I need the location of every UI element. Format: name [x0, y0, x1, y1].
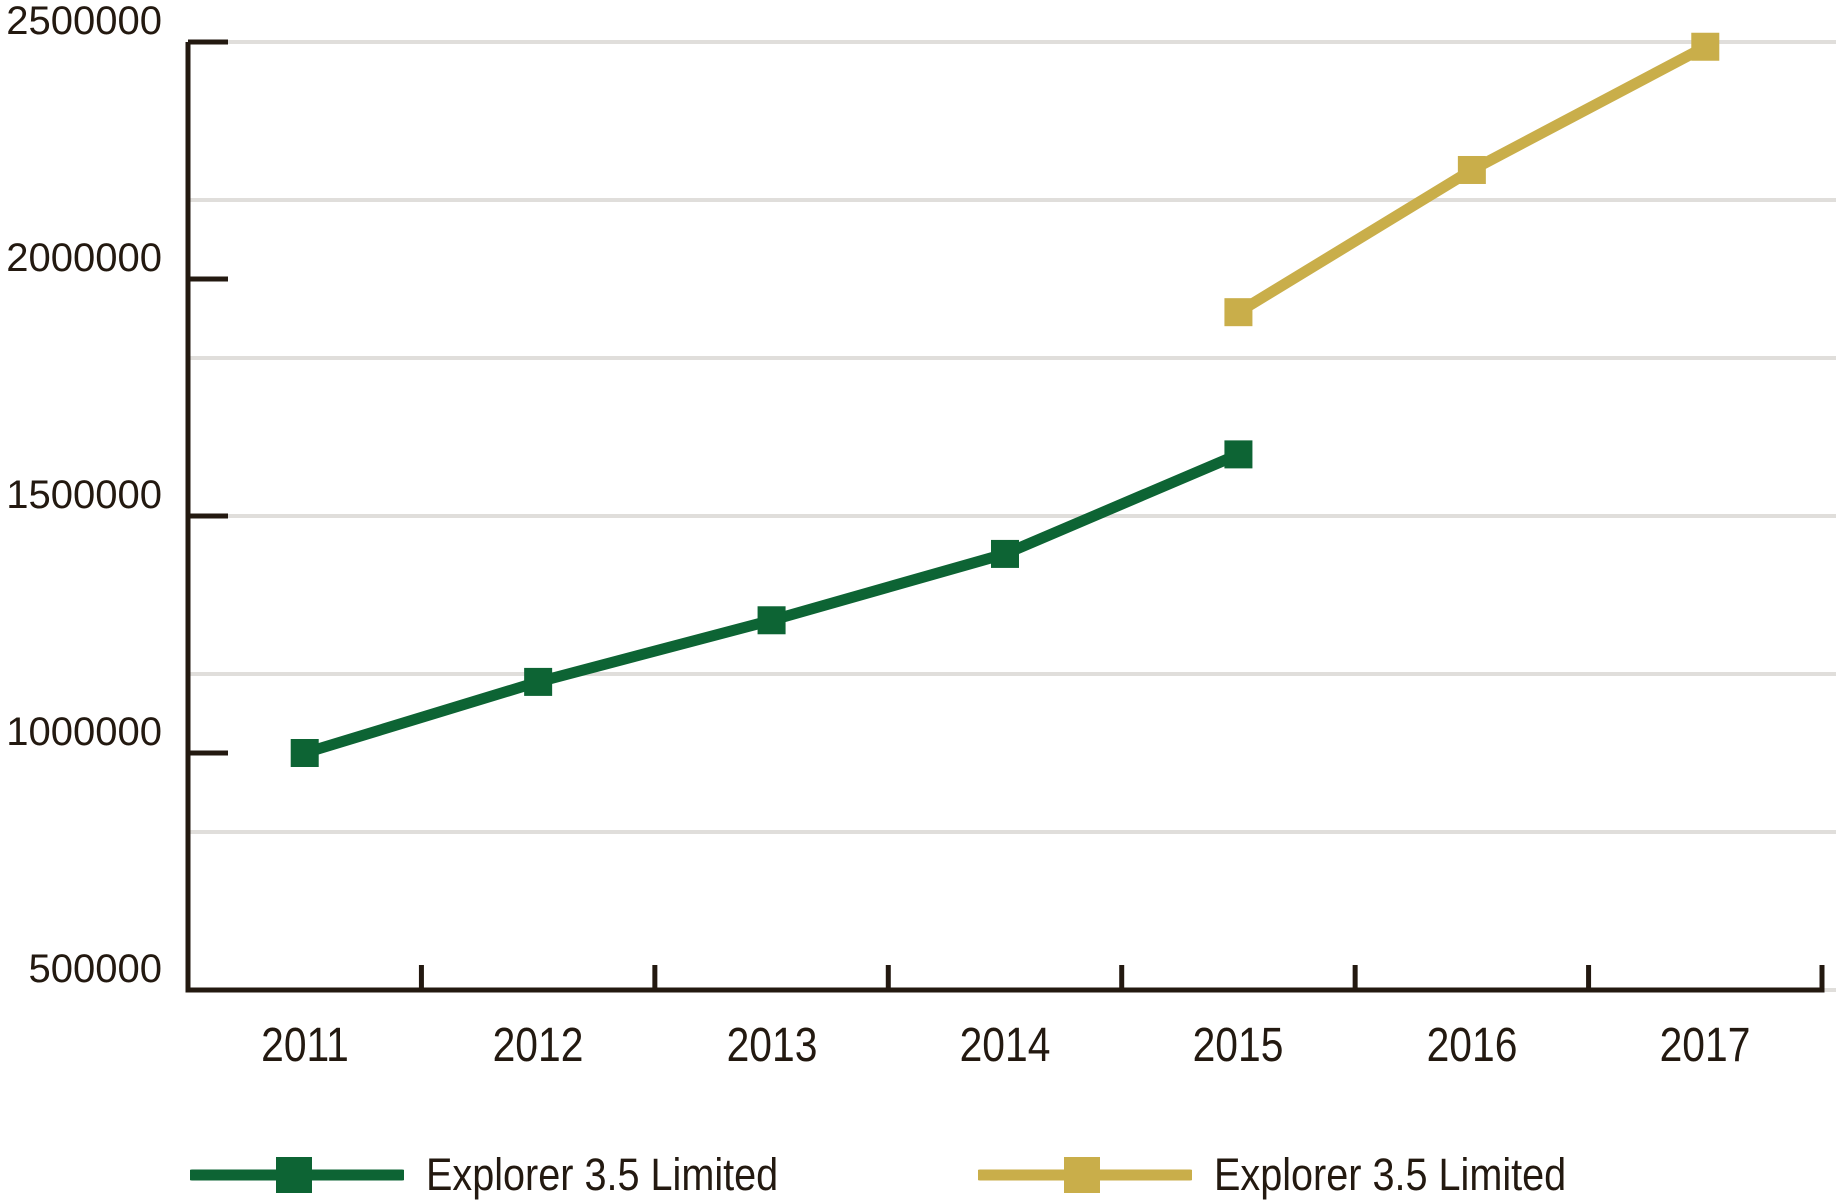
y-axis-tick-label: 2000000: [6, 236, 162, 280]
series-marker-2: [1224, 298, 1253, 327]
series-marker-1: [524, 667, 553, 696]
legend-item-series-2: Explorer 3.5 Limited: [978, 1151, 1614, 1199]
y-axis-tick-label: 1000000: [6, 710, 162, 754]
series-marker-1: [290, 739, 319, 767]
series-marker-2: [1457, 155, 1486, 184]
x-axis-tick-label: 2012: [492, 1019, 584, 1072]
y-axis-tick-label: 500000: [28, 947, 162, 991]
series-line-1: [303, 449, 1241, 759]
series-marker-1: [757, 606, 786, 635]
series-marker-2: [1691, 32, 1720, 61]
legend-swatch-series-1: [190, 1157, 404, 1193]
x-axis-tick-label: 2011: [261, 1019, 349, 1072]
legend-label-series-1: Explorer 3.5 Limited: [426, 1149, 779, 1200]
legend-label-series-2: Explorer 3.5 Limited: [1214, 1149, 1567, 1200]
series-marker-1: [1224, 440, 1253, 469]
series-marker-1: [991, 539, 1019, 568]
legend-marker-series-2: [1064, 1157, 1100, 1193]
y-axis-tick-label: 1500000: [6, 473, 162, 517]
legend-marker-series-1: [276, 1157, 312, 1193]
x-axis-tick-label: 2015: [1192, 1019, 1284, 1072]
legend-item-series-1: Explorer 3.5 Limited: [190, 1151, 826, 1199]
x-axis-tick-label: 2016: [1426, 1019, 1518, 1072]
x-axis-tick-label: 2014: [959, 1019, 1051, 1072]
x-axis-tick-label: 2013: [726, 1019, 818, 1072]
x-axis-tick-label: 2017: [1659, 1019, 1751, 1072]
y-axis-tick-label: 2500000: [6, 0, 162, 43]
legend-swatch-series-2: [978, 1157, 1192, 1193]
